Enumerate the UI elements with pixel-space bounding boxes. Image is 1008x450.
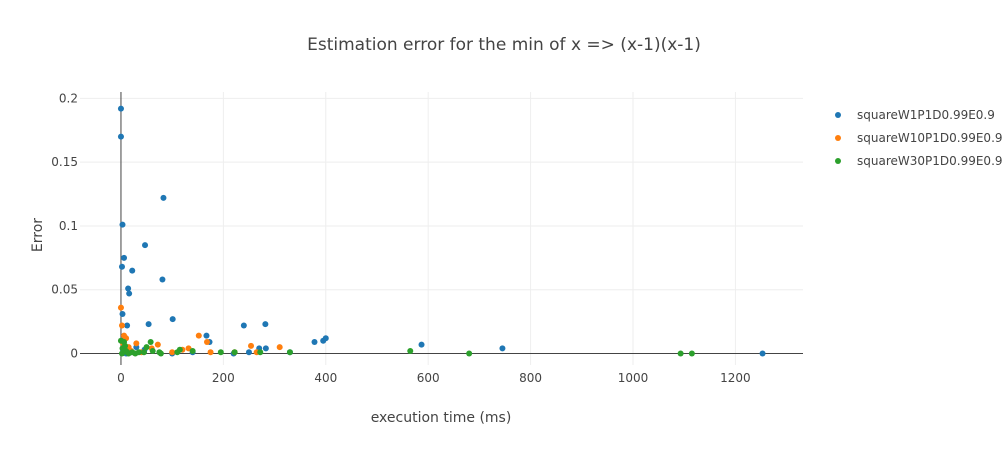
data-point[interactable]	[466, 350, 473, 357]
y-tick-label: 0	[70, 347, 78, 361]
data-point[interactable]	[257, 349, 264, 356]
series-3-points	[117, 337, 695, 357]
data-point[interactable]	[157, 350, 164, 357]
data-point[interactable]	[141, 349, 148, 356]
axis-layer: 0 200 400 600 800 1000 1200 0 0.05 0.1 0.15 0.2	[51, 91, 803, 385]
data-point[interactable]	[688, 350, 695, 357]
x-tick-label: 0	[117, 371, 125, 385]
data-point[interactable]	[311, 339, 318, 346]
data-point[interactable]	[160, 194, 167, 201]
legend-item[interactable]: squareW10P1D0.99E0.9	[835, 131, 1003, 145]
data-point[interactable]	[119, 310, 126, 317]
data-point[interactable]	[203, 332, 210, 339]
data-point[interactable]	[118, 263, 125, 270]
legend-marker	[835, 112, 841, 118]
data-point[interactable]	[207, 349, 214, 356]
x-axis-title: execution time (ms)	[371, 410, 512, 426]
data-point[interactable]	[245, 349, 252, 356]
y-axis-title: Error	[30, 218, 46, 252]
data-point[interactable]	[248, 342, 255, 349]
data-point[interactable]	[276, 344, 283, 351]
data-point[interactable]	[119, 221, 126, 228]
data-point[interactable]	[759, 350, 766, 357]
data-point[interactable]	[135, 349, 142, 356]
data-point[interactable]	[499, 345, 506, 352]
data-point[interactable]	[195, 332, 202, 339]
legend-marker	[835, 158, 841, 164]
grid-layer	[80, 92, 803, 365]
data-point[interactable]	[149, 347, 156, 354]
legend-label: squareW30P1D0.99E0.9	[857, 154, 1003, 168]
chart-title: Estimation error for the min of x => (x-…	[307, 35, 701, 55]
x-tick-label: 1000	[618, 371, 649, 385]
data-point[interactable]	[203, 339, 210, 346]
legend-label: squareW10P1D0.99E0.9	[857, 131, 1003, 145]
points-layer	[117, 105, 766, 357]
data-point[interactable]	[145, 321, 152, 328]
data-point[interactable]	[147, 339, 154, 346]
data-point[interactable]	[121, 254, 128, 261]
data-point[interactable]	[176, 346, 183, 353]
data-point[interactable]	[677, 350, 684, 357]
y-tick-label: 0.05	[51, 283, 78, 297]
data-point[interactable]	[240, 322, 247, 329]
data-point[interactable]	[125, 285, 132, 292]
data-point[interactable]	[407, 347, 414, 354]
y-tick-label: 0.2	[59, 91, 78, 105]
data-point[interactable]	[169, 349, 176, 356]
data-point[interactable]	[142, 242, 149, 249]
y-tick-label: 0.15	[51, 155, 78, 169]
data-point[interactable]	[286, 349, 293, 356]
data-point[interactable]	[262, 321, 269, 328]
legend-label: squareW1P1D0.99E0.9	[857, 108, 995, 122]
data-point[interactable]	[169, 316, 176, 323]
legend[interactable]: squareW1P1D0.99E0.9 squareW10P1D0.99E0.9 s…	[835, 108, 1003, 168]
legend-marker	[835, 135, 841, 141]
data-point[interactable]	[117, 133, 124, 140]
data-point[interactable]	[189, 347, 196, 354]
data-point[interactable]	[322, 335, 329, 342]
x-tick-label: 1200	[720, 371, 751, 385]
data-point[interactable]	[262, 345, 269, 352]
data-point[interactable]	[118, 322, 125, 329]
x-tick-label: 200	[212, 371, 235, 385]
x-tick-label: 800	[519, 371, 542, 385]
data-point[interactable]	[159, 276, 166, 283]
data-point[interactable]	[133, 340, 140, 347]
legend-item[interactable]: squareW1P1D0.99E0.9	[835, 108, 995, 122]
data-point[interactable]	[117, 105, 124, 112]
data-point[interactable]	[124, 322, 131, 329]
data-point[interactable]	[231, 349, 238, 356]
data-point[interactable]	[117, 304, 124, 311]
legend-item[interactable]: squareW30P1D0.99E0.9	[835, 154, 1003, 168]
data-point[interactable]	[122, 342, 129, 349]
x-tick-label: 600	[417, 371, 440, 385]
data-point[interactable]	[124, 349, 131, 356]
data-point[interactable]	[143, 344, 150, 351]
data-point[interactable]	[217, 349, 224, 356]
data-point[interactable]	[154, 341, 161, 348]
x-tick-label: 400	[314, 371, 337, 385]
y-tick-label: 0.1	[59, 219, 78, 233]
data-point[interactable]	[129, 267, 136, 274]
data-point[interactable]	[418, 341, 425, 348]
series-1-points	[117, 105, 766, 357]
data-point[interactable]	[126, 290, 133, 297]
